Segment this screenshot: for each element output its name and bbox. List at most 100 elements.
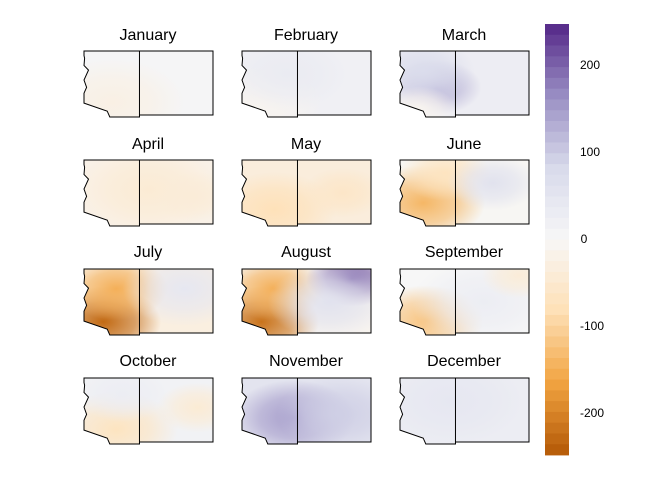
state-outline — [83, 377, 214, 445]
colorbar-strip — [545, 379, 569, 391]
anomaly-blob — [276, 378, 371, 444]
colorbar-strip — [545, 142, 569, 154]
colorbar-strip — [545, 67, 569, 79]
colorbar-strip — [545, 239, 569, 251]
colorbar-strip — [545, 99, 569, 111]
panel-title-july: July — [134, 244, 162, 261]
state-outline — [241, 159, 372, 227]
map-fill-december — [400, 378, 529, 444]
map-panel-august — [241, 268, 372, 336]
colorbar-strip — [545, 164, 569, 176]
map-fill-september — [400, 269, 529, 335]
map-panel-june — [399, 159, 530, 227]
state-outline — [241, 377, 372, 445]
colorbar-strip — [545, 24, 569, 36]
colorbar: 200 100 0 -100 -200 — [545, 24, 604, 456]
colorbar-strip — [545, 88, 569, 100]
map-panel-november — [241, 377, 372, 445]
panel-title-january: January — [120, 27, 177, 44]
map-panel-september — [399, 268, 530, 336]
colorbar-strip — [545, 110, 569, 122]
colorbar-strip — [545, 261, 569, 273]
state-outline — [241, 268, 372, 336]
map-fill-may — [242, 160, 371, 226]
colorbar-strip — [545, 422, 569, 434]
colorbar-tick-label-minus-200: -200 — [580, 406, 604, 420]
state-outline — [399, 377, 530, 445]
map-panel-march — [399, 50, 530, 118]
colorbar-strip — [545, 77, 569, 90]
anomaly-blob — [242, 51, 350, 112]
map-panel-july — [83, 268, 214, 336]
colorbar-strip — [545, 271, 569, 284]
map-panel-may — [241, 159, 372, 227]
colorbar-strip — [545, 433, 569, 445]
state-outline — [83, 268, 214, 336]
panel-title-april: April — [132, 136, 164, 153]
colorbar-strip — [545, 153, 569, 165]
state-outline — [83, 50, 214, 118]
panel-title-may: May — [291, 136, 321, 153]
colorbar-strip — [545, 282, 569, 294]
colorbar-strip — [545, 358, 569, 370]
anomaly-blob — [267, 269, 371, 335]
colorbar-strip — [545, 34, 569, 46]
map-fill-november — [242, 378, 371, 444]
colorbar-strip — [545, 336, 569, 348]
state-outline — [241, 50, 372, 118]
anomaly-blob — [122, 269, 213, 327]
colorbar-strips — [545, 24, 569, 456]
state-outline — [399, 268, 530, 336]
panel-title-march: March — [442, 27, 486, 44]
map-panel-october — [83, 377, 214, 445]
state-outline — [83, 159, 214, 227]
anomaly-blob — [400, 378, 524, 444]
anomaly-blob — [156, 382, 213, 433]
panel-title-june: June — [447, 136, 482, 153]
anomaly-blob — [84, 378, 169, 423]
map-panel-january — [83, 50, 214, 118]
map-panel-april — [83, 159, 214, 227]
colorbar-strip — [545, 368, 569, 380]
colorbar-strip — [545, 304, 569, 316]
state-outline — [399, 50, 530, 118]
colorbar-strip — [545, 444, 569, 456]
colorbar-strip — [545, 401, 569, 413]
anomaly-blob — [481, 269, 529, 299]
map-panel-december — [399, 377, 530, 445]
panel-title-october: October — [120, 353, 178, 370]
colorbar-tick-label-0: 0 — [581, 232, 588, 246]
colorbar-tick-label-200: 200 — [580, 58, 600, 72]
map-fill-april — [84, 160, 213, 226]
panel-title-august: August — [281, 244, 331, 261]
colorbar-strip — [545, 196, 569, 208]
anomaly-blob — [400, 86, 457, 117]
map-fill-march — [400, 51, 529, 117]
colorbar-strip — [545, 207, 569, 219]
panel-title-november: November — [269, 353, 343, 370]
colorbar-strip — [545, 120, 569, 133]
colorbar-tick-label-minus-100: -100 — [580, 319, 604, 333]
colorbar-strip — [545, 250, 569, 262]
colorbar-strip — [545, 390, 569, 402]
state-outline — [399, 159, 530, 227]
anomaly-blob — [152, 171, 213, 222]
colorbar-strip — [545, 228, 569, 240]
colorbar-strip — [545, 174, 569, 187]
colorbar-strip — [545, 293, 569, 305]
anomaly-blob — [400, 51, 475, 103]
map-fill-january — [84, 51, 213, 117]
colorbar-strip — [545, 185, 569, 197]
colorbar-strip — [545, 314, 569, 327]
map-fill-june — [400, 160, 529, 226]
panel-title-september: September — [425, 244, 504, 261]
map-fill-october — [84, 378, 213, 444]
anomaly-blob — [301, 167, 371, 219]
colorbar-tick-label-100: 100 — [580, 145, 600, 159]
colorbar-strip — [545, 325, 569, 337]
colorbar-strip — [545, 347, 569, 359]
map-panel-february — [241, 50, 372, 118]
panel-title-december: December — [427, 353, 501, 370]
anomaly-blob — [84, 58, 185, 117]
